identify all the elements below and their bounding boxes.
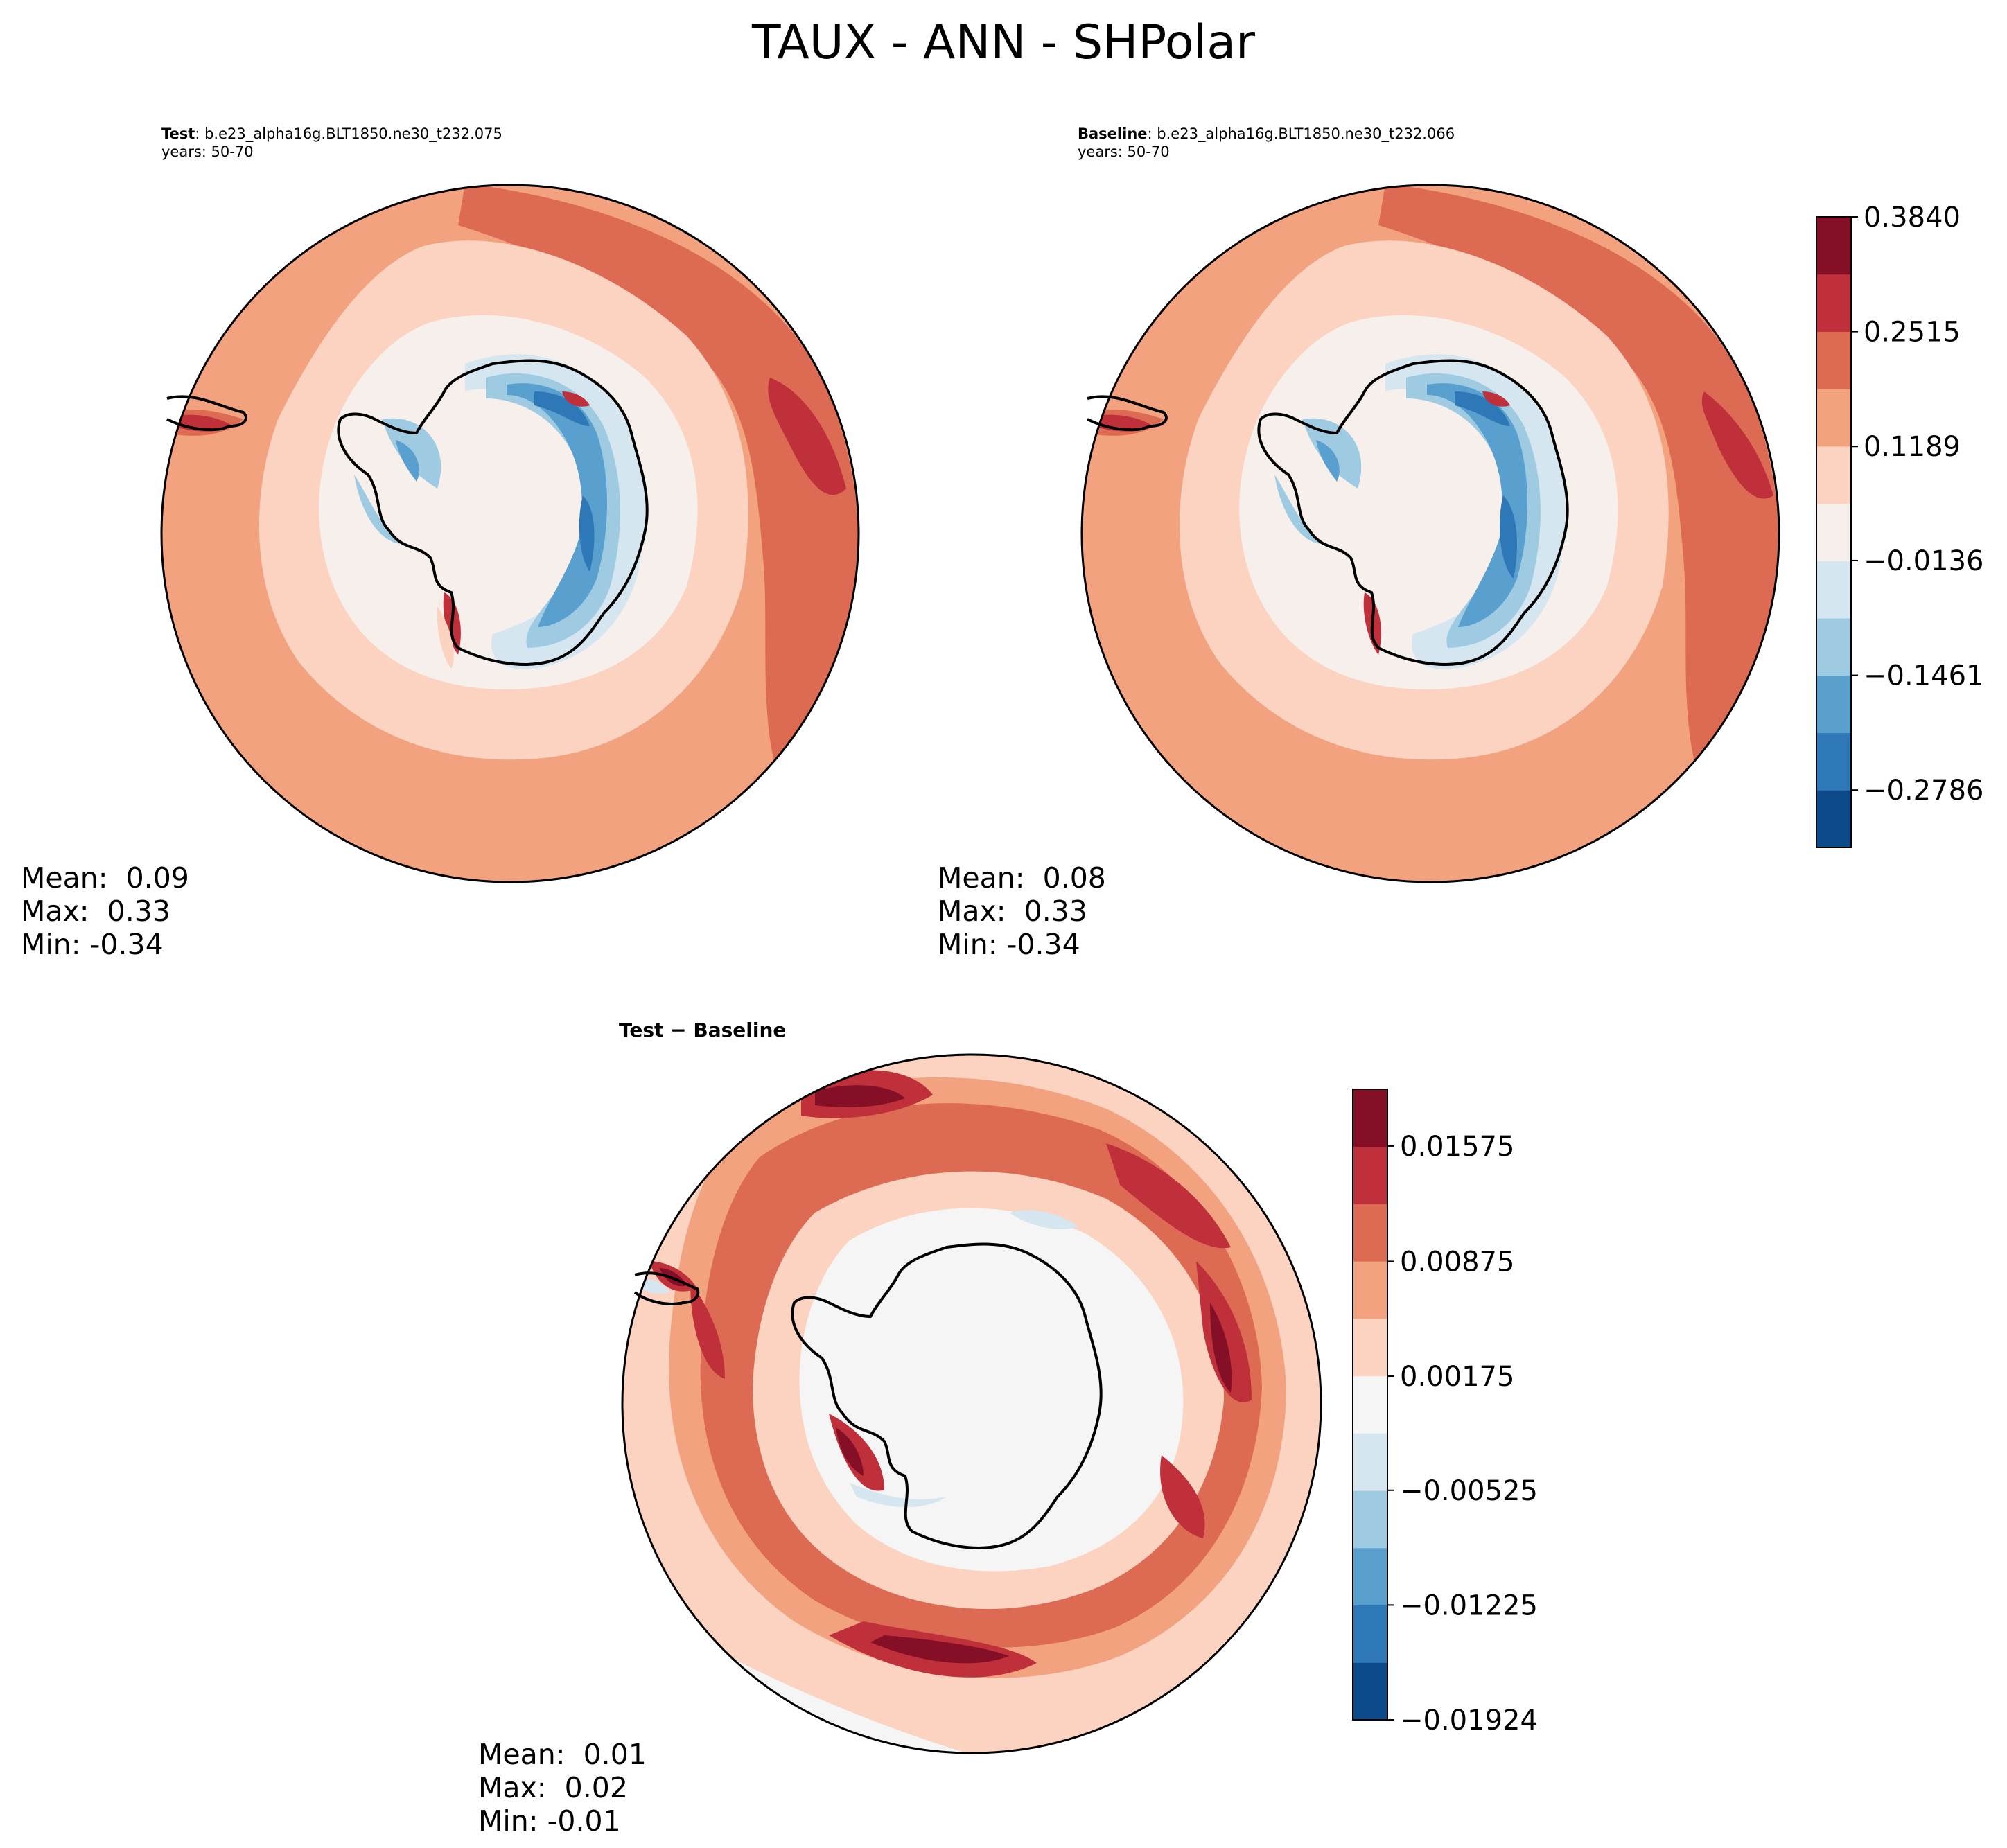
diff-colorbar-tick-label: −0.00525 xyxy=(1400,1475,1538,1507)
diff-mean: Mean: 0.01 xyxy=(478,1738,647,1771)
diff-colorbar-segment xyxy=(1353,1261,1387,1319)
diff-colorbar-segment xyxy=(1353,1146,1387,1204)
main-colorbar-segment xyxy=(1816,503,1851,561)
baseline-map xyxy=(1080,184,1780,883)
main-colorbar-segment xyxy=(1816,675,1851,734)
baseline-case-name: b.e23_alpha16g.BLT1850.ne30_t232.066 xyxy=(1157,125,1455,142)
diff-colorbar-tick-label: 0.01575 xyxy=(1400,1131,1514,1163)
main-colorbar-tick-label: 0.1189 xyxy=(1864,431,1961,463)
baseline-years: years: 50-70 xyxy=(1078,143,1170,160)
main-colorbar-segment xyxy=(1816,331,1851,389)
main-colorbar-tick-label: −0.1461 xyxy=(1864,660,1983,692)
main-colorbar-segment xyxy=(1816,561,1851,619)
test-contour-field xyxy=(161,185,859,882)
diff-map xyxy=(621,1053,1322,1754)
test-stats: Mean: 0.09 Max: 0.33 Min: -0.34 xyxy=(21,861,189,961)
main-colorbar-tick-label: 0.3840 xyxy=(1864,202,1961,234)
diff-colorbar-frame xyxy=(1352,1089,1388,1721)
diff-colorbar-tick-label: −0.01924 xyxy=(1400,1705,1538,1736)
main-colorbar-frame xyxy=(1816,216,1852,848)
diff-colorbar: 0.01575 0.00875 0.00175 −0.00525 −0.01225 −0.… xyxy=(1352,1089,1538,1736)
main-colorbar-segment xyxy=(1816,389,1851,447)
diff-colorbar-segment xyxy=(1353,1375,1387,1434)
baseline-coastline xyxy=(1257,359,1569,666)
baseline-contour-field xyxy=(1082,185,1779,882)
main-colorbar-segment xyxy=(1816,446,1851,504)
diff-colorbar-tick-label: −0.01225 xyxy=(1400,1590,1538,1621)
main-colorbar-segment xyxy=(1816,274,1851,332)
diff-colorbar-segment xyxy=(1353,1089,1387,1147)
diff-min: Min: -0.01 xyxy=(478,1804,621,1838)
test-max: Max: 0.33 xyxy=(21,895,170,928)
test-coastline xyxy=(337,359,649,666)
test-run-label: Test: b.e23_alpha16g.BLT1850.ne30_t232.0… xyxy=(161,125,502,160)
test-label: Test xyxy=(161,125,195,142)
diff-coastline xyxy=(791,1242,1103,1549)
diff-colorbar-segment xyxy=(1353,1490,1387,1549)
diff-contour-field xyxy=(622,1055,1321,1753)
page-title: TAUX - ANN - SHPolar xyxy=(752,15,1255,70)
main-colorbar-tick-label: 0.2515 xyxy=(1864,317,1961,349)
test-map-boundary xyxy=(160,184,860,883)
baseline-min: Min: -0.34 xyxy=(938,928,1080,961)
test-years: years: 50-70 xyxy=(161,143,254,160)
main-colorbar-segment xyxy=(1816,732,1851,791)
main-colorbar-segment xyxy=(1816,618,1851,676)
diff-colorbar-segment xyxy=(1353,1547,1387,1606)
test-mean: Mean: 0.09 xyxy=(21,861,189,895)
main-colorbar-segment xyxy=(1816,790,1851,848)
diff-colorbar-tick-label: 0.00175 xyxy=(1400,1361,1514,1393)
diff-colorbar-segment xyxy=(1353,1318,1387,1377)
baseline-mean: Mean: 0.08 xyxy=(938,861,1106,895)
test-min: Min: -0.34 xyxy=(21,928,164,961)
main-colorbar-tick-label: −0.0136 xyxy=(1864,545,1983,577)
diff-stats: Mean: 0.01 Max: 0.02 Min: -0.01 xyxy=(478,1738,647,1838)
main-colorbar-tick-label: −0.2786 xyxy=(1864,775,1983,807)
diff-panel-title: Test − Baseline xyxy=(619,1019,787,1041)
baseline-map-boundary xyxy=(1080,184,1780,883)
main-colorbar-segment xyxy=(1816,217,1851,275)
test-map xyxy=(160,184,860,883)
diff-colorbar-tick-label: 0.00875 xyxy=(1400,1246,1514,1278)
diff-colorbar-segment xyxy=(1353,1662,1387,1721)
baseline-stats: Mean: 0.08 Max: 0.33 Min: -0.34 xyxy=(938,861,1106,961)
test-case-name: b.e23_alpha16g.BLT1850.ne30_t232.075 xyxy=(204,125,502,142)
main-colorbar: 0.3840 0.2515 0.1189 −0.0136 −0.1461 −0.2786 xyxy=(1816,202,1983,848)
baseline-run-label: Baseline: b.e23_alpha16g.BLT1850.ne30_t2… xyxy=(1078,125,1455,160)
baseline-label: Baseline xyxy=(1078,125,1148,142)
diff-colorbar-segment xyxy=(1353,1204,1387,1262)
diff-colorbar-segment xyxy=(1353,1433,1387,1491)
baseline-max: Max: 0.33 xyxy=(938,895,1087,928)
diff-map-boundary xyxy=(621,1053,1322,1754)
diff-max: Max: 0.02 xyxy=(478,1771,628,1804)
diff-colorbar-segment xyxy=(1353,1605,1387,1663)
